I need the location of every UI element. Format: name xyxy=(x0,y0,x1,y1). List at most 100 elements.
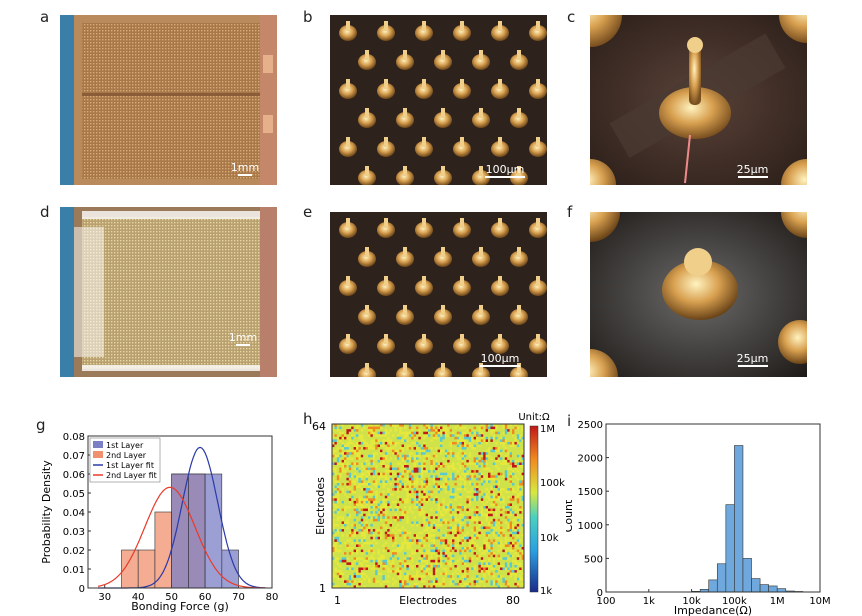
heatmap-cell xyxy=(332,500,335,504)
heatmap-cell xyxy=(521,523,525,527)
heatmap-cell xyxy=(375,508,378,512)
heatmap-cell xyxy=(351,495,354,499)
heatmap-cell xyxy=(440,449,443,453)
heatmap-cell xyxy=(428,472,431,476)
heatmap-cell xyxy=(423,536,426,540)
heatmap-cell xyxy=(461,462,465,466)
heatmap-cell xyxy=(404,436,407,440)
electrode-tip xyxy=(346,21,350,31)
heatmap-cell xyxy=(476,431,479,435)
heatmap-cell xyxy=(440,436,443,440)
heatmap-cell xyxy=(500,508,503,512)
heatmap-cell xyxy=(332,477,335,481)
heatmap-cell xyxy=(478,552,482,555)
heatmap-cell xyxy=(521,434,525,438)
heatmap-cell xyxy=(363,472,366,476)
heatmap-cell xyxy=(461,513,465,517)
heatmap-cell xyxy=(358,449,362,453)
heatmap-cell xyxy=(507,531,510,535)
heatmap-cell xyxy=(380,549,383,553)
heatmap-cell xyxy=(394,570,398,573)
heatmap-cell xyxy=(411,554,414,558)
heatmap-cell xyxy=(485,536,489,540)
heatmap-cell xyxy=(411,526,414,530)
heatmap-cell xyxy=(449,475,453,479)
heatmap-cell xyxy=(435,459,438,463)
heatmap-cell xyxy=(401,500,405,504)
heatmap-cell xyxy=(336,475,340,479)
heatmap-cell xyxy=(509,534,513,538)
heatmap-cell xyxy=(514,544,518,548)
heatmap-cell xyxy=(497,570,501,573)
heatmap-cell xyxy=(461,518,465,522)
heatmap-cell xyxy=(492,495,496,499)
heatmap-cell xyxy=(432,511,436,514)
heatmap-cell xyxy=(382,431,386,435)
legend-swatch-g xyxy=(93,451,103,458)
heatmap-cell xyxy=(334,485,338,489)
heatmap-cell xyxy=(425,444,429,448)
heatmap-cell xyxy=(384,454,388,458)
heatmap-cell xyxy=(442,470,446,473)
heatmap-cell xyxy=(471,459,474,463)
heatmap-cell xyxy=(399,508,402,512)
heatmap-cell xyxy=(468,493,472,497)
heatmap-cell xyxy=(461,454,465,458)
heatmap-cell xyxy=(370,500,374,504)
heatmap-cell xyxy=(454,439,458,443)
heatmap-cell xyxy=(360,424,364,427)
heatmap-cell xyxy=(368,575,371,579)
heatmap-cell xyxy=(406,518,410,522)
heatmap-cell xyxy=(401,457,405,461)
heatmap-cell xyxy=(519,534,522,538)
heatmap-cell xyxy=(488,444,491,448)
heatmap-cell xyxy=(375,495,378,499)
heatmap-cell xyxy=(368,431,371,435)
heatmap-cell xyxy=(406,572,410,576)
heatmap-cell xyxy=(500,516,503,520)
heatmap-cell xyxy=(490,567,494,571)
heatmap-cell xyxy=(485,439,489,443)
photo-array-top: 100μm xyxy=(330,15,547,185)
heatmap-cell xyxy=(504,434,508,438)
heatmap-cell xyxy=(380,518,383,522)
heatmap-cell xyxy=(382,426,386,430)
heatmap-cell xyxy=(344,465,347,468)
heatmap-cell xyxy=(339,444,342,448)
heatmap-cell xyxy=(348,570,352,573)
heatmap-cell xyxy=(387,575,390,579)
heatmap-cell xyxy=(332,485,335,489)
heatmap-cell xyxy=(370,441,374,445)
heatmap-cell xyxy=(392,490,395,494)
heatmap-cell xyxy=(480,511,484,514)
heatmap-cell xyxy=(348,534,352,538)
heatmap-cell xyxy=(490,482,494,486)
heatmap-cell xyxy=(432,549,436,553)
heatmap-cell xyxy=(351,572,354,576)
heatmap-cell xyxy=(521,534,525,538)
heatmap-cell xyxy=(368,500,371,504)
heatmap-cell xyxy=(365,493,369,497)
heatmap-cell xyxy=(497,503,501,507)
heatmap-cell xyxy=(444,554,448,558)
heatmap-cell xyxy=(459,431,462,435)
heatmap-cell xyxy=(351,531,354,535)
heatmap-cell xyxy=(456,490,460,494)
heatmap-cell xyxy=(394,454,398,458)
heatmap-cell xyxy=(346,475,350,479)
heatmap-cell xyxy=(442,526,446,530)
heatmap-cell xyxy=(492,467,496,471)
heatmap-cell xyxy=(459,534,462,538)
heatmap-cell xyxy=(507,506,510,509)
heatmap-cell xyxy=(339,549,342,553)
heatmap-cell xyxy=(348,518,352,522)
heatmap-cell xyxy=(519,477,522,481)
heatmap-cell xyxy=(353,570,357,573)
heatmap-cell xyxy=(334,480,338,484)
heatmap-cell xyxy=(341,516,345,520)
heatmap-cell xyxy=(336,429,340,432)
heatmap-cell xyxy=(392,472,395,476)
heatmap-cell xyxy=(512,523,515,527)
heatmap-cell xyxy=(384,465,388,468)
heatmap-cell xyxy=(370,567,374,571)
